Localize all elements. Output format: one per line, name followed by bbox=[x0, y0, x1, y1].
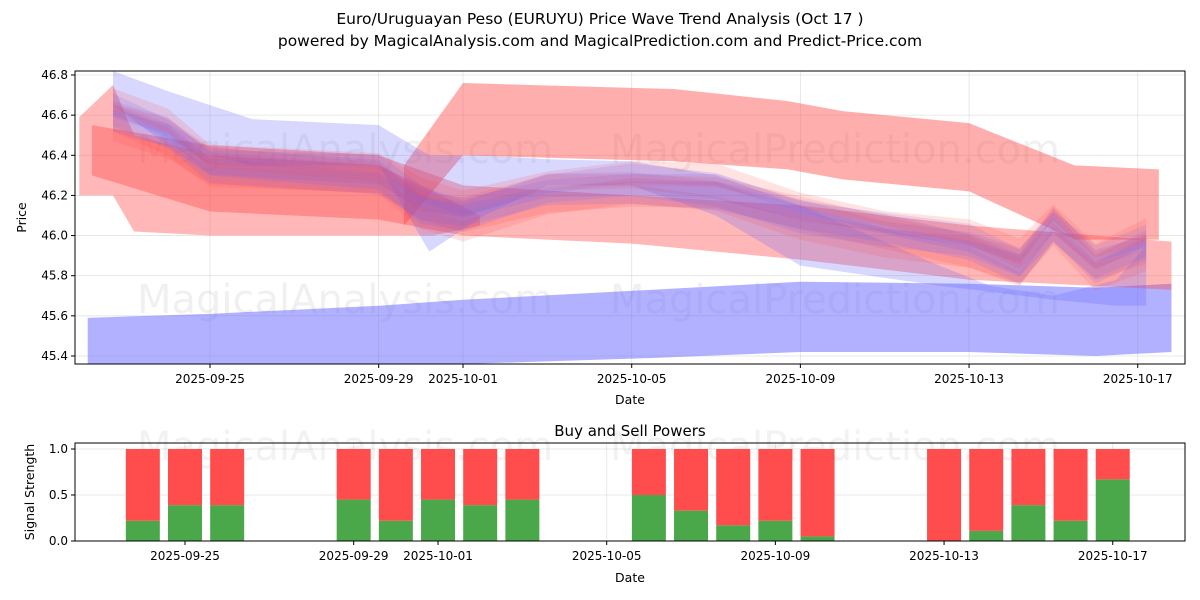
wave-band bbox=[113, 116, 1147, 291]
sell-bar bbox=[505, 449, 540, 500]
sell-bar bbox=[758, 449, 793, 521]
wave-band bbox=[113, 88, 1147, 265]
y-tick-label: 45.4 bbox=[41, 349, 68, 363]
y-axis-label: Signal Strength bbox=[22, 444, 37, 540]
sell-bar bbox=[927, 449, 962, 541]
buy-bar bbox=[168, 505, 202, 541]
watermark: MagicalPrediction.com bbox=[610, 127, 1060, 173]
buy-bar bbox=[378, 520, 413, 541]
y-tick-label: 46.6 bbox=[41, 108, 68, 122]
sell-bar bbox=[421, 449, 456, 500]
sell-bar bbox=[463, 449, 498, 506]
sell-bar bbox=[210, 449, 245, 506]
sell-bar bbox=[378, 449, 413, 521]
x-tick-label: 2025-10-17 bbox=[1103, 372, 1173, 386]
bar-chart-title: Buy and Sell Powers bbox=[554, 422, 706, 440]
chart-title: Euro/Uruguayan Peso (EURUYU) Price Wave … bbox=[336, 10, 864, 28]
y-tick-label: 46.4 bbox=[41, 148, 68, 162]
wave-band bbox=[113, 109, 1147, 285]
wave-band bbox=[403, 83, 1159, 240]
y-tick-label: 0.5 bbox=[49, 488, 68, 502]
sell-bar bbox=[631, 449, 666, 495]
wave-band bbox=[113, 104, 1147, 284]
sell-bar bbox=[1095, 449, 1130, 480]
chart-subtitle: powered by MagicalAnalysis.com and Magic… bbox=[277, 32, 923, 50]
buy-bar bbox=[1095, 479, 1130, 541]
plot-frame bbox=[74, 442, 1186, 542]
x-tick-label: 2025-09-25 bbox=[150, 549, 220, 563]
wave-band bbox=[87, 281, 1172, 364]
buy-bar bbox=[674, 510, 709, 541]
y-tick-label: 45.6 bbox=[41, 309, 68, 323]
x-axis-label: Date bbox=[615, 570, 645, 585]
plot-frame bbox=[74, 70, 1186, 365]
buy-bar bbox=[125, 520, 160, 541]
y-tick-label: 46.0 bbox=[41, 229, 68, 243]
buy-bar bbox=[210, 505, 245, 541]
wave-band bbox=[91, 125, 1172, 290]
bands-layer bbox=[79, 71, 1172, 364]
buy-bar bbox=[421, 499, 456, 541]
y-tick-label: 0.0 bbox=[49, 534, 68, 548]
watermark: MagicalAnalysis.com bbox=[137, 127, 553, 173]
x-tick-label: 2025-10-09 bbox=[741, 549, 811, 563]
buy-bar bbox=[336, 499, 371, 541]
buy-bar bbox=[1053, 520, 1088, 541]
wave-band bbox=[113, 105, 1147, 287]
wave-band bbox=[113, 103, 1147, 271]
x-tick-label: 2025-09-29 bbox=[344, 372, 414, 386]
sell-bar bbox=[716, 449, 751, 526]
x-tick-label: 2025-10-13 bbox=[934, 372, 1004, 386]
sell-bar bbox=[1011, 449, 1046, 506]
x-tick-label: 2025-10-13 bbox=[909, 549, 979, 563]
x-tick-label: 2025-10-05 bbox=[597, 372, 667, 386]
buy-bar bbox=[800, 536, 835, 541]
x-tick-label: 2025-10-05 bbox=[572, 549, 642, 563]
sell-bar bbox=[1053, 449, 1088, 521]
buy-bar bbox=[463, 505, 498, 541]
sell-bar bbox=[674, 449, 709, 511]
sell-bar bbox=[125, 449, 160, 521]
y-axis-label: Price bbox=[14, 202, 29, 233]
x-tick-label: 2025-10-09 bbox=[766, 372, 836, 386]
x-tick-label: 2025-09-29 bbox=[319, 549, 389, 563]
wave-band bbox=[113, 101, 1147, 276]
y-tick-label: 46.2 bbox=[41, 188, 68, 202]
x-axis-label: Date bbox=[615, 392, 645, 407]
x-tick-label: 2025-10-01 bbox=[428, 372, 498, 386]
sell-bar bbox=[969, 449, 1004, 531]
y-tick-label: 1.0 bbox=[49, 442, 68, 456]
sell-bar bbox=[336, 449, 371, 500]
x-tick-label: 2025-10-01 bbox=[403, 549, 473, 563]
buy-bar bbox=[631, 495, 666, 541]
buy-bar bbox=[1011, 505, 1046, 541]
buy-bar bbox=[505, 499, 540, 541]
sell-bar bbox=[800, 449, 835, 537]
sell-bar bbox=[168, 449, 202, 506]
buy-bar bbox=[969, 530, 1004, 541]
x-tick-label: 2025-10-17 bbox=[1078, 549, 1148, 563]
x-tick-label: 2025-09-25 bbox=[175, 372, 245, 386]
wave-band bbox=[113, 93, 1147, 263]
wave-band bbox=[113, 71, 1147, 306]
y-tick-label: 46.8 bbox=[41, 68, 68, 82]
wave-band bbox=[79, 85, 480, 236]
buy-bar bbox=[758, 520, 793, 541]
buy-bar bbox=[716, 525, 751, 541]
y-tick-label: 45.8 bbox=[41, 269, 68, 283]
